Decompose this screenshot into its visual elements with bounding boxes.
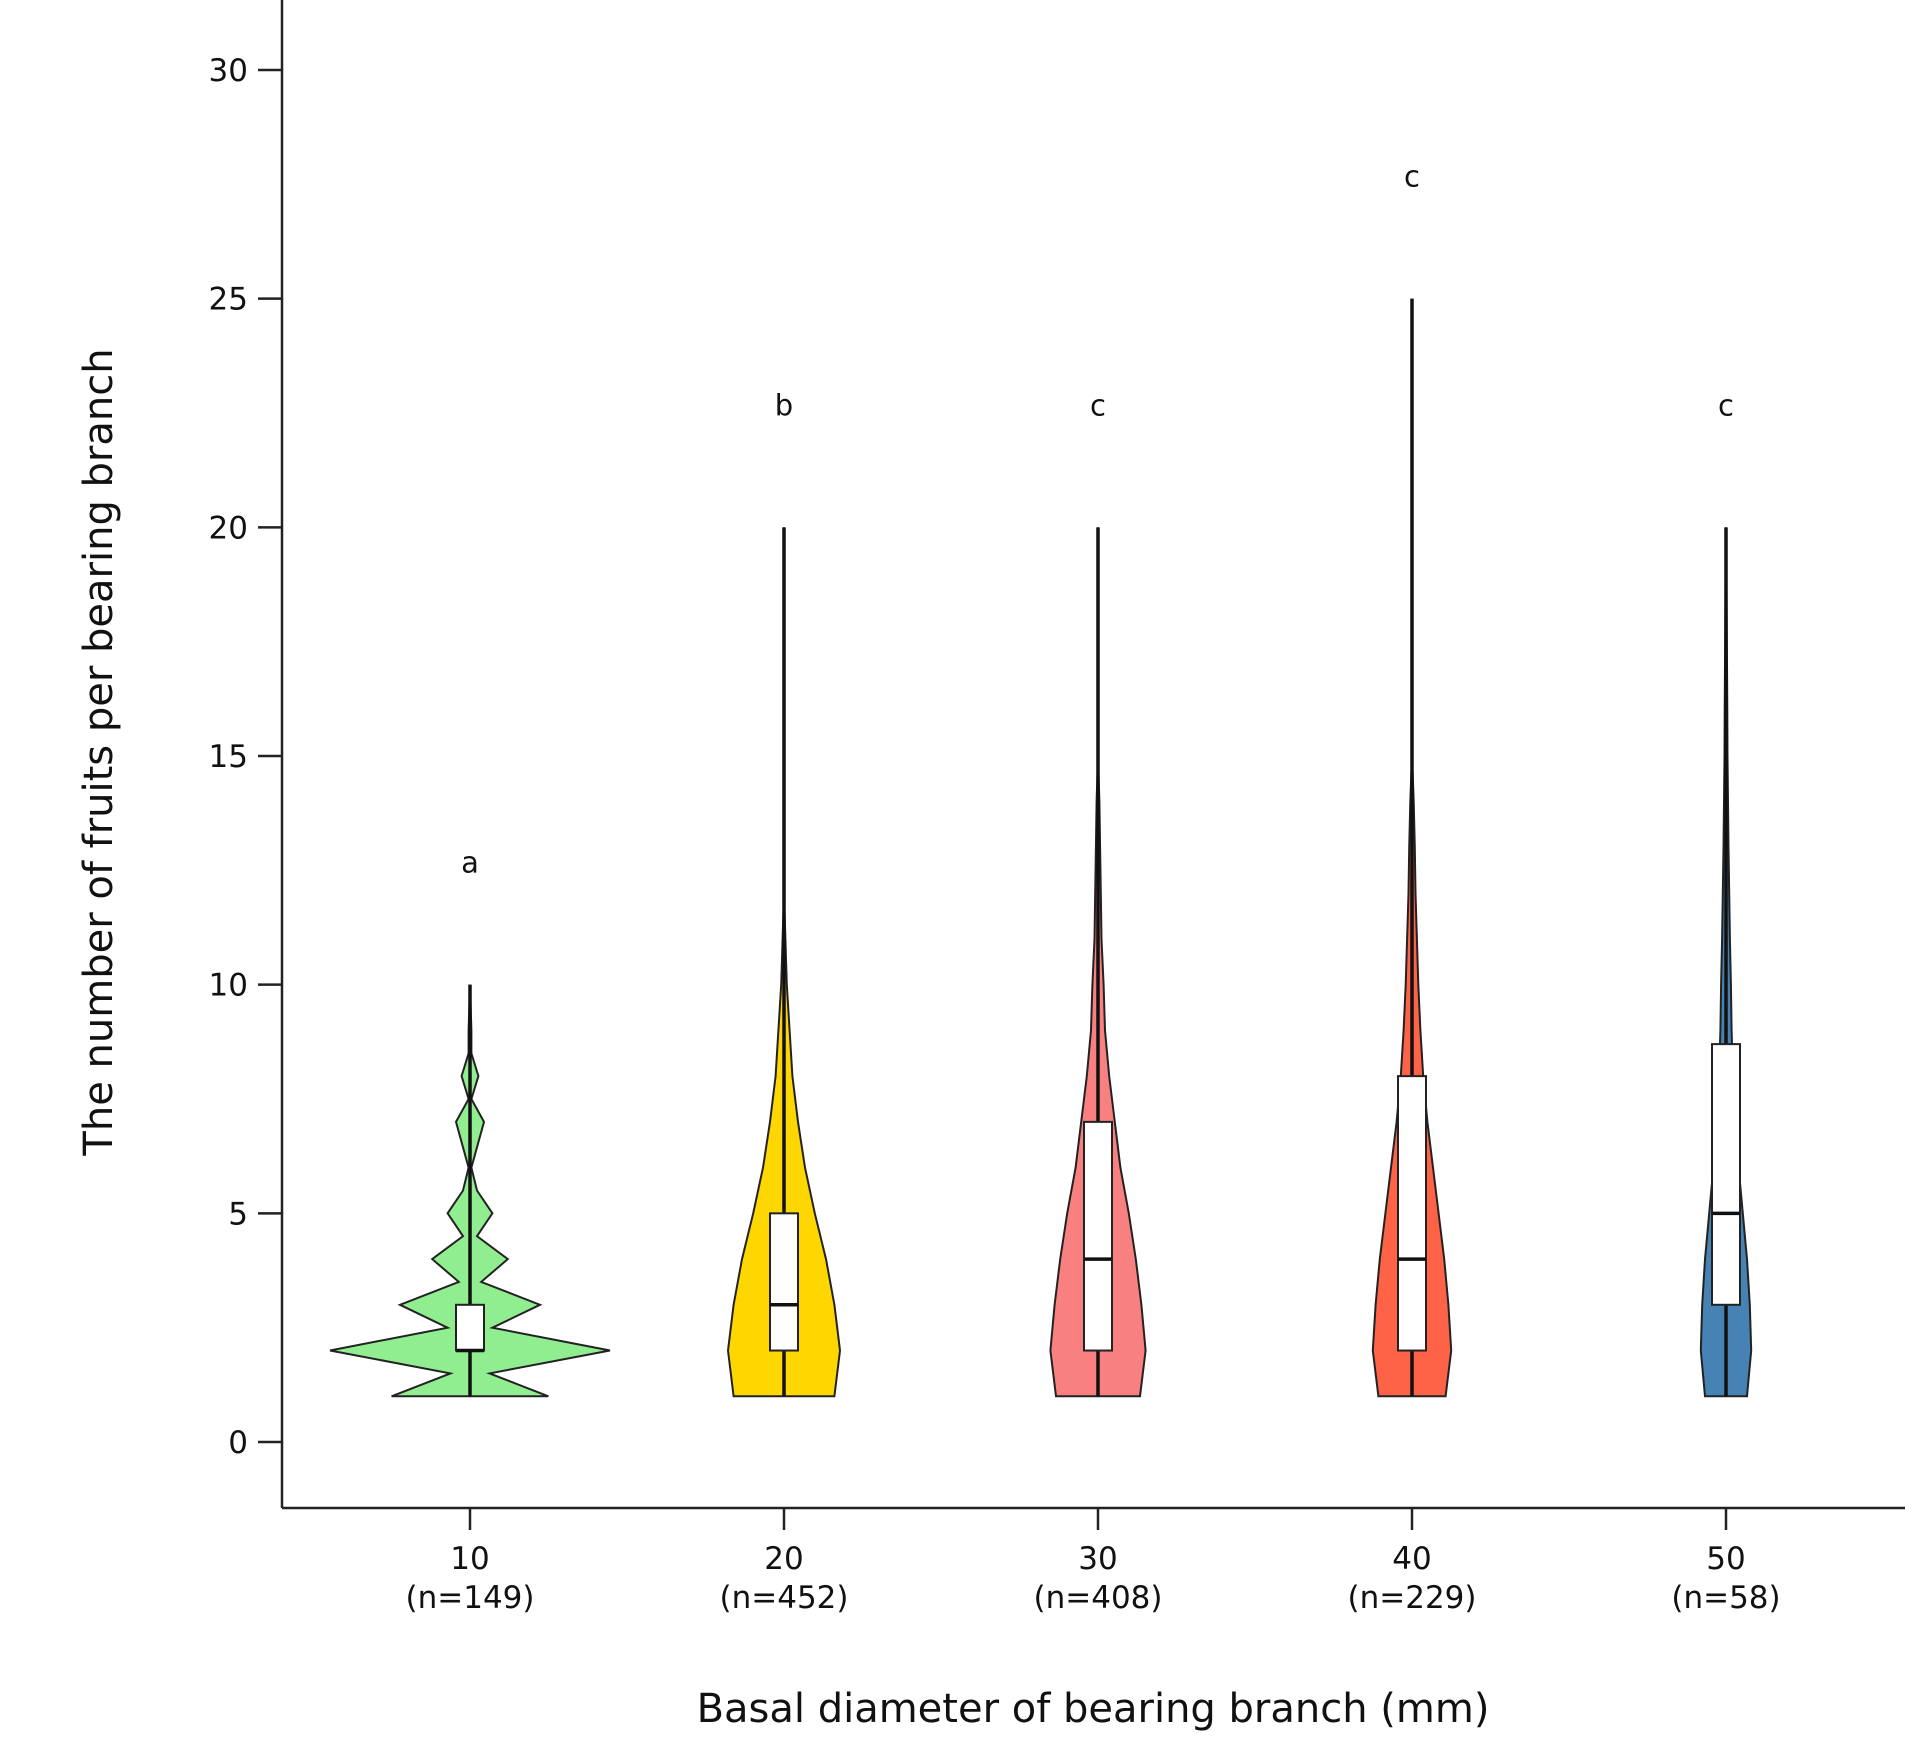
y-tick-label: 15 — [209, 739, 248, 775]
x-axis-title: Basal diameter of bearing branch (mm) — [697, 1686, 1490, 1732]
significance-letters: a b c c c — [461, 160, 1734, 880]
significance-letter-10: a — [461, 846, 479, 880]
iqr-box-20 — [769, 1212, 799, 1352]
iqr-box-50 — [1711, 1043, 1741, 1306]
y-axis-title: The number of fruits per bearing branch — [76, 348, 122, 1156]
significance-letter-40: c — [1404, 160, 1420, 194]
y-tick-label: 0 — [228, 1425, 248, 1461]
x-tick-n-label: (n=58) — [1671, 1580, 1780, 1616]
significance-letter-20: b — [775, 388, 793, 422]
x-ticks: 10(n=149) 20(n=452) 30(n=408) 40(n=229) 50(n… — [406, 1508, 1781, 1616]
y-tick-label: 10 — [209, 968, 248, 1004]
significance-letter-50: c — [1718, 388, 1734, 422]
y-tick-label: 20 — [209, 510, 248, 546]
y-tick-label: 5 — [228, 1196, 248, 1232]
x-tick-n-label: (n=408) — [1034, 1580, 1163, 1616]
iqr-box-10 — [455, 1303, 485, 1352]
axes-layer — [280, 0, 1905, 1510]
x-tick-n-label: (n=452) — [720, 1580, 849, 1616]
x-tick-label: 30 — [1078, 1541, 1117, 1577]
iqr-box-40 — [1397, 1075, 1427, 1352]
x-tick-n-label: (n=149) — [406, 1580, 535, 1616]
violin-layer — [329, 298, 1753, 1398]
x-tick-label: 40 — [1392, 1541, 1431, 1577]
y-tick-label: 25 — [209, 282, 248, 318]
x-tick-label: 20 — [764, 1541, 803, 1577]
iqr-box-30 — [1083, 1120, 1113, 1352]
y-tick-label: 30 — [209, 53, 248, 89]
y-ticks: 0 5 10 15 20 25 30 — [209, 53, 282, 1461]
x-tick-label: 50 — [1706, 1541, 1745, 1577]
significance-letter-30: c — [1090, 388, 1106, 422]
x-tick-n-label: (n=229) — [1348, 1580, 1477, 1616]
x-tick-label: 10 — [450, 1541, 489, 1577]
